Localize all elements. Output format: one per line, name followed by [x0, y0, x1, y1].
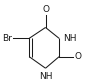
- Text: Br: Br: [2, 34, 12, 43]
- Text: NH: NH: [39, 72, 52, 81]
- Text: NH: NH: [63, 34, 77, 43]
- Text: O: O: [42, 5, 49, 14]
- Text: O: O: [74, 52, 81, 61]
